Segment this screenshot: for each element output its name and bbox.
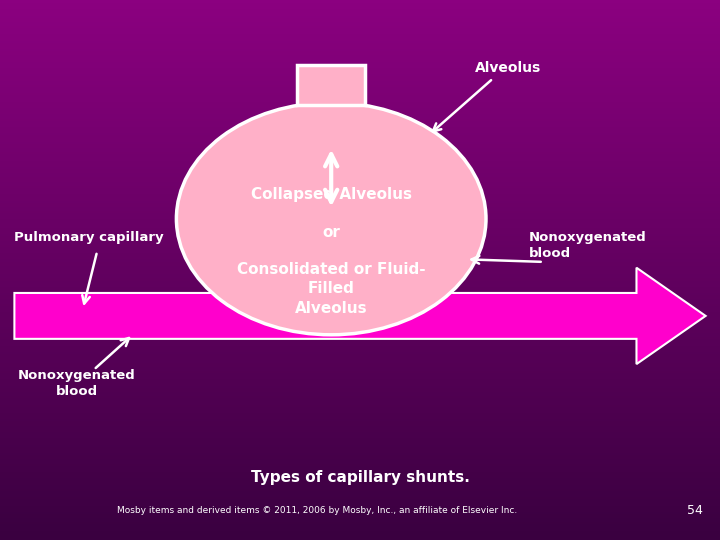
Text: Consolidated or Fluid-
Filled
Alveolus: Consolidated or Fluid- Filled Alveolus — [237, 262, 426, 315]
Text: Nonoxygenated
blood: Nonoxygenated blood — [529, 231, 647, 260]
Bar — [297, 65, 366, 105]
Text: Collapsed Alveolus: Collapsed Alveolus — [251, 187, 412, 202]
Text: Types of capillary shunts.: Types of capillary shunts. — [251, 470, 469, 485]
Text: Mosby items and derived items © 2011, 2006 by Mosby, Inc., an affiliate of Elsev: Mosby items and derived items © 2011, 20… — [117, 506, 517, 515]
Text: Nonoxygenated
blood: Nonoxygenated blood — [18, 369, 136, 398]
Text: Pulmonary capillary: Pulmonary capillary — [14, 231, 164, 244]
Text: Alveolus: Alveolus — [475, 60, 541, 75]
Text: or: or — [323, 225, 340, 240]
Text: 54: 54 — [687, 504, 703, 517]
Polygon shape — [14, 268, 706, 364]
Circle shape — [176, 103, 486, 335]
